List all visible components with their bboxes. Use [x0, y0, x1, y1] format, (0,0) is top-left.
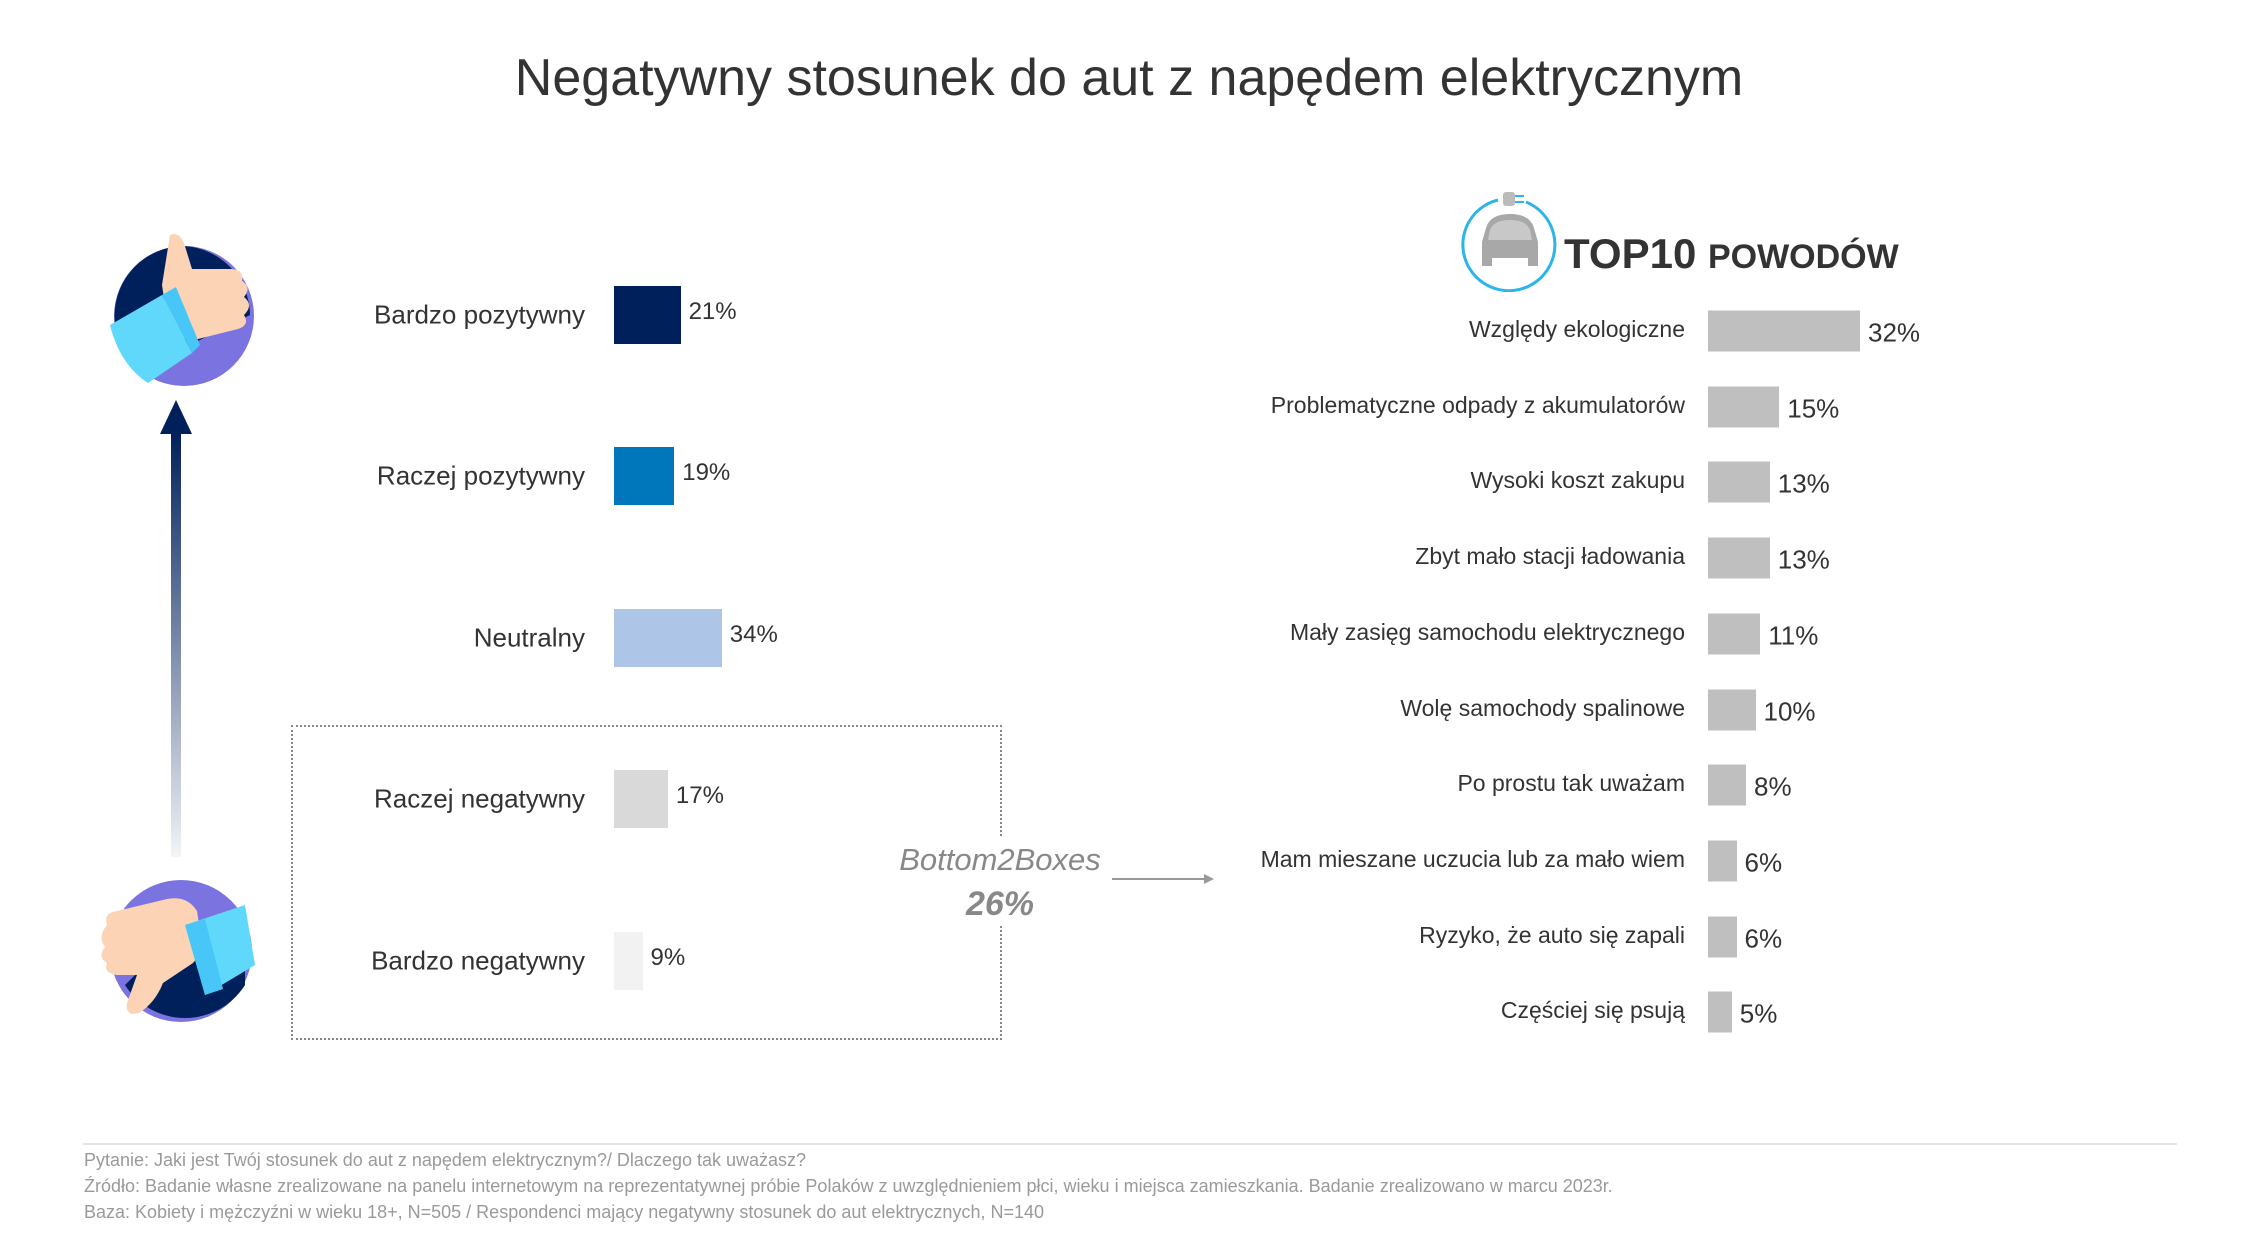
page-title: Negatywny stosunek do aut z napędem elek…: [514, 49, 1744, 107]
bar: [1708, 386, 1780, 428]
reason-label: Wysoki koszt zakupu: [1470, 467, 1685, 494]
top10-subtitle: POWODÓW: [1707, 238, 1899, 276]
footer-base: Baza: Kobiety i mężczyźni w wieku 18+, N…: [84, 1202, 1045, 1222]
bar: [1708, 689, 1756, 730]
bottom2boxes-annotation: Bottom2Boxes 26%: [880, 838, 1120, 926]
bar: [614, 447, 675, 505]
bottom2boxes-label: Bottom2Boxes: [899, 842, 1101, 877]
arrow-up-icon: [160, 400, 192, 857]
bar-value-label: 32%: [1868, 317, 1921, 348]
thumbs-up-icon: [110, 234, 254, 386]
reason-label: Wolę samochody spalinowe: [1400, 694, 1685, 721]
bar: [1708, 537, 1770, 579]
bar-category-label: Raczej pozytywny: [376, 460, 585, 491]
reason-label: Problematyczne odpady z akumulatorów: [1270, 391, 1685, 418]
bar: [614, 286, 681, 344]
bar: [1708, 840, 1737, 882]
reason-label: Po prostu tak uważam: [1457, 770, 1685, 797]
bar-value-label: 17%: [675, 782, 724, 810]
bar-category-label: Bardzo negatywny: [371, 945, 585, 976]
bar-value-label: 15%: [1787, 393, 1840, 424]
footer-question: Pytanie: Jaki jest Twój stosunek do aut …: [84, 1150, 807, 1170]
bar-value-label: 6%: [1744, 847, 1783, 878]
top10-title: TOP10: [1564, 230, 1697, 277]
footer-divider: [83, 1143, 2177, 1145]
reason-label: Zbyt mało stacji ładowania: [1415, 543, 1685, 570]
bar: [614, 932, 643, 990]
bar-value-label: 9%: [650, 944, 686, 972]
top10-heading: TOP10 POWODÓW: [1564, 230, 1899, 278]
electric-car-plug-icon: [1461, 192, 1557, 292]
bar: [1708, 916, 1737, 958]
bar: [1708, 310, 1860, 352]
reason-label: Częściej się psują: [1500, 997, 1685, 1024]
bar-value-label: 11%: [1768, 620, 1819, 651]
bar-category-label: Raczej negatywny: [374, 783, 585, 814]
thumbs-down-icon: [101, 880, 255, 1022]
bar-value-label: 6%: [1744, 923, 1783, 954]
bar-value-label: 34%: [729, 621, 778, 649]
bar-value-label: 21%: [688, 298, 737, 326]
bar: [1708, 764, 1746, 806]
bar-value-label: 5%: [1739, 998, 1778, 1029]
bar: [1708, 613, 1761, 655]
reason-label: Względy ekologiczne: [1468, 316, 1685, 343]
bar-value-label: 13%: [1777, 544, 1830, 575]
bar-value-label: 10%: [1763, 696, 1816, 726]
reason-label: Ryzyko, że auto się zapali: [1419, 921, 1685, 948]
bar-category-label: Neutralny: [473, 622, 585, 653]
bar: [1708, 991, 1732, 1033]
arrow-right-icon: [1112, 874, 1214, 884]
bar-value-label: 13%: [1777, 468, 1830, 499]
bar: [1708, 461, 1770, 503]
bottom2boxes-value: 26%: [965, 885, 1035, 923]
reason-label: Mały zasięg samochodu elektrycznego: [1289, 618, 1685, 645]
bar-value-label: 19%: [682, 459, 731, 487]
bar-value-label: 8%: [1754, 771, 1792, 802]
bar: [614, 770, 668, 828]
bar: [614, 609, 722, 667]
footer-source: Źródło: Badanie własne zrealizowane na p…: [84, 1176, 1613, 1196]
bar-category-label: Bardzo pozytywny: [374, 299, 585, 330]
reason-label: Mam mieszane uczucia lub za mało wiem: [1260, 846, 1685, 873]
